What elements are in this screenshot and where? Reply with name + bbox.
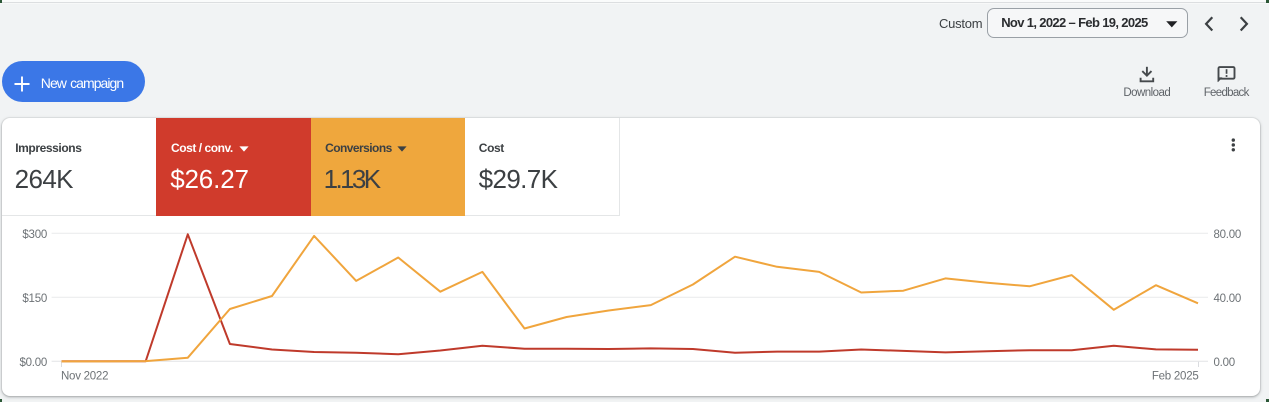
svg-text:40.00: 40.00 [1214,293,1242,305]
svg-text:Feb 2025: Feb 2025 [1152,371,1199,383]
svg-text:$150: $150 [22,293,47,305]
svg-text:$0.00: $0.00 [19,357,47,369]
svg-text:$300: $300 [22,229,47,241]
svg-text:0.00: 0.00 [1214,357,1235,369]
svg-text:80.00: 80.00 [1214,229,1242,241]
svg-text:Nov 2022: Nov 2022 [61,371,108,383]
